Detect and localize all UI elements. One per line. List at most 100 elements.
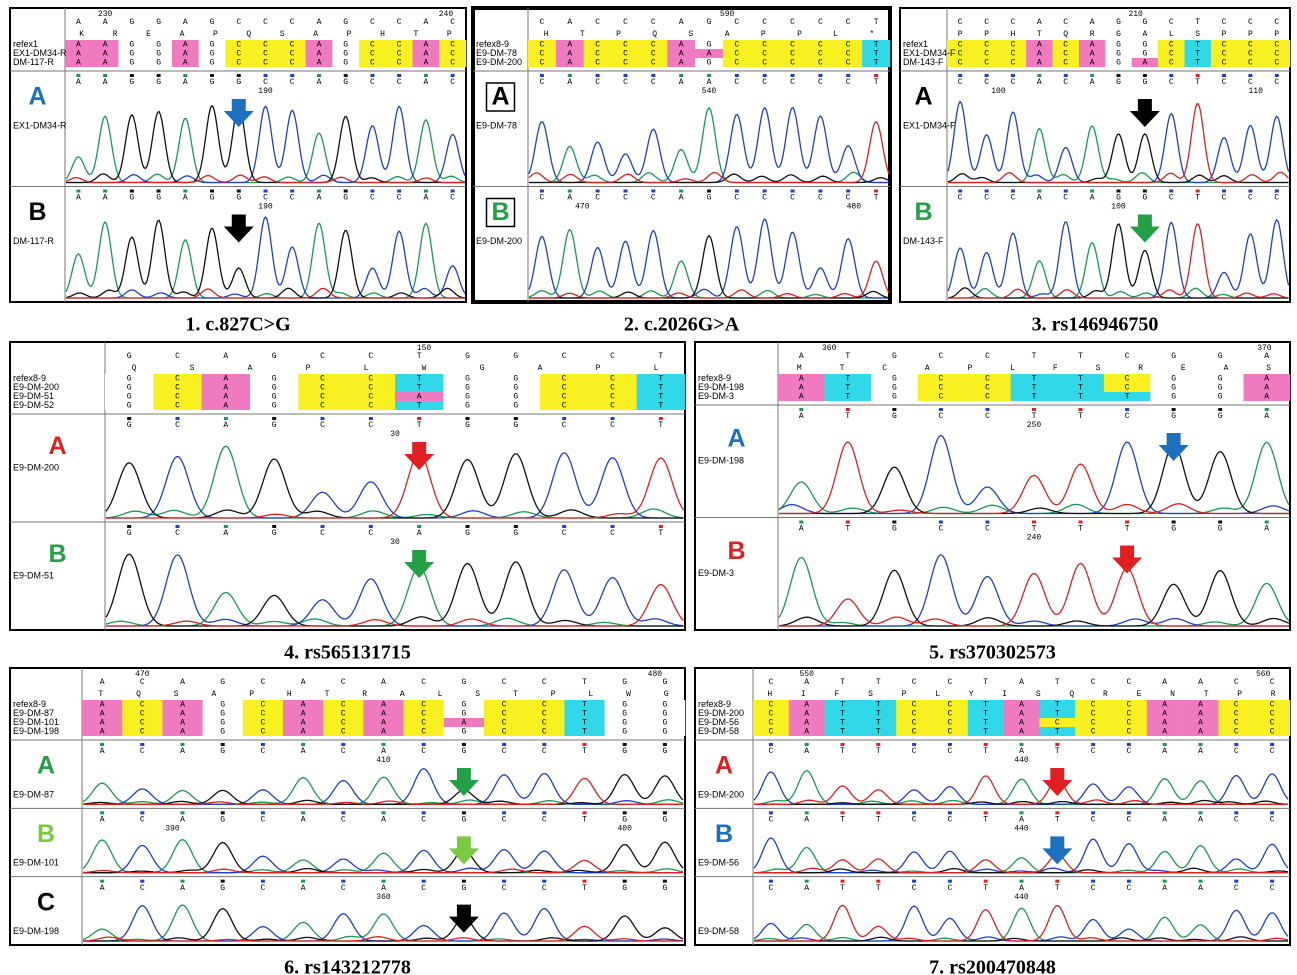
quality-tick — [542, 743, 546, 746]
trace-label: A — [727, 424, 745, 452]
quality-tick — [958, 190, 962, 193]
row-sequence: CATTCCTATCCAACC — [768, 701, 1274, 710]
quality-tick — [874, 74, 878, 77]
quality-tick — [1218, 408, 1222, 411]
header-position: 210 — [1128, 10, 1143, 19]
quality-tick — [1270, 880, 1274, 883]
quality-tick — [707, 74, 711, 77]
panel-caption: 7. rs200470848 — [929, 957, 1056, 975]
quality-tick — [1055, 743, 1059, 746]
trace-position: 470 — [575, 203, 590, 212]
trace-label: B — [28, 198, 46, 226]
quality-tick — [985, 521, 989, 524]
quality-tick — [623, 811, 627, 814]
quality-tick — [1091, 743, 1095, 746]
quality-tick — [221, 811, 225, 814]
quality-tick — [562, 417, 566, 420]
trace-label: B — [491, 198, 509, 226]
quality-tick — [76, 74, 80, 77]
quality-tick — [370, 190, 374, 193]
quality-tick — [1196, 190, 1200, 193]
quality-tick — [224, 525, 228, 528]
trace-position: 440 — [1014, 893, 1029, 902]
quality-tick — [176, 525, 180, 528]
quality-tick — [912, 880, 916, 883]
quality-tick — [321, 525, 325, 528]
reference-sequence: CATTCCTATCCAACC — [768, 678, 1274, 687]
quality-tick — [876, 811, 880, 814]
quality-tick — [424, 74, 428, 77]
quality-tick — [1172, 521, 1176, 524]
quality-tick — [892, 521, 896, 524]
quality-tick — [100, 743, 104, 746]
quality-tick — [1037, 74, 1041, 77]
quality-tick — [985, 74, 989, 77]
quality-tick — [1032, 521, 1036, 524]
quality-tick — [290, 190, 294, 193]
quality-tick — [1125, 408, 1129, 411]
row-sequence: ACAGCACACGCCTGG — [100, 710, 668, 719]
quality-tick — [1064, 74, 1068, 77]
quality-tick — [663, 743, 667, 746]
quality-tick — [939, 408, 943, 411]
quality-tick — [1090, 74, 1094, 77]
trace-position: 440 — [1014, 824, 1029, 833]
quality-tick — [985, 408, 989, 411]
quality-tick — [76, 190, 80, 193]
quality-tick — [805, 743, 809, 746]
panel-caption: 2. c.2026G>A — [624, 314, 740, 336]
quality-tick — [958, 74, 962, 77]
quality-tick — [769, 811, 773, 814]
panel-caption: 5. rs370302573 — [929, 642, 1056, 664]
quality-tick — [417, 417, 421, 420]
quality-tick — [127, 417, 131, 420]
quality-tick — [663, 880, 667, 883]
quality-tick — [1127, 811, 1131, 814]
quality-tick — [984, 743, 988, 746]
quality-tick — [221, 743, 225, 746]
row-sequence: AAGGAGCCCAGCCAC — [76, 59, 455, 68]
quality-tick — [264, 74, 268, 77]
sample-name: EX1-DM34-R — [13, 120, 67, 130]
quality-tick — [272, 417, 276, 420]
trace-label: A — [37, 752, 55, 780]
quality-tick — [502, 880, 506, 883]
quality-tick — [157, 190, 161, 193]
quality-tick — [100, 880, 104, 883]
quality-tick — [1020, 811, 1024, 814]
sample-name: E9-DM-200 — [698, 789, 744, 799]
quality-tick — [583, 743, 587, 746]
trace-label: B — [37, 820, 55, 848]
sample-name: E9-DM-198 — [13, 926, 59, 936]
row-sequence: ACAGCACACACCTGG — [100, 719, 668, 728]
quality-tick — [103, 190, 107, 193]
quality-tick — [874, 190, 878, 193]
trace-position: 440 — [1014, 756, 1029, 765]
quality-tick — [1270, 811, 1274, 814]
quality-tick — [103, 74, 107, 77]
sample-name: E9-DM-200 — [476, 236, 522, 246]
quality-tick — [317, 190, 321, 193]
quality-tick — [290, 74, 294, 77]
trace-label: A — [715, 752, 733, 780]
quality-tick — [948, 880, 952, 883]
quality-tick — [596, 74, 600, 77]
quality-tick — [317, 74, 321, 77]
quality-tick — [261, 811, 265, 814]
quality-tick — [451, 74, 455, 77]
quality-tick — [1055, 880, 1059, 883]
quality-tick — [1234, 811, 1238, 814]
trace-position: 250 — [1027, 421, 1042, 430]
quality-tick — [514, 417, 518, 420]
quality-tick — [1234, 880, 1238, 883]
quality-tick — [397, 74, 401, 77]
quality-tick — [583, 811, 587, 814]
quality-tick — [1199, 743, 1203, 746]
quality-tick — [1064, 190, 1068, 193]
quality-tick — [140, 743, 144, 746]
quality-tick — [369, 417, 373, 420]
quality-tick — [127, 525, 131, 528]
trace-label: B — [715, 820, 733, 848]
quality-tick — [301, 880, 305, 883]
base-calls: CATTCCTATCCAACC — [768, 747, 1274, 756]
